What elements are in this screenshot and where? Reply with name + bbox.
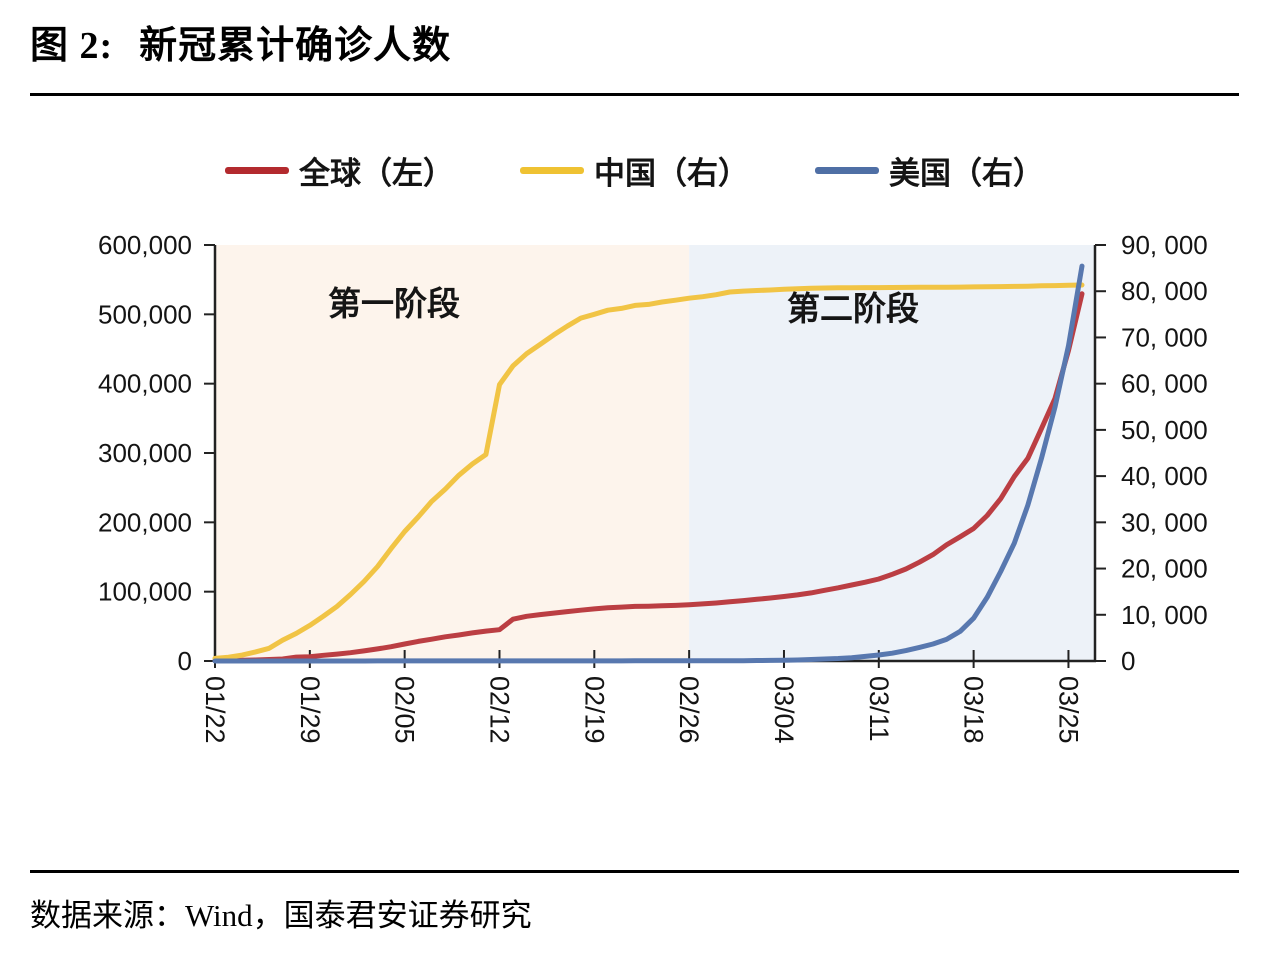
right-axis-tick-label: 30, 000 xyxy=(1121,507,1208,537)
x-axis-tick-label: 02/26 xyxy=(674,676,704,744)
right-axis-tick-label: 60, 000 xyxy=(1121,369,1208,399)
x-axis-tick-label: 02/19 xyxy=(579,676,609,744)
left-axis-tick-label: 100,000 xyxy=(98,577,192,607)
legend-item-us: 美国（右） xyxy=(815,148,1044,193)
x-axis-tick-label: 02/05 xyxy=(390,676,420,744)
us-line-swatch xyxy=(815,167,879,174)
legend-label-us: 美国（右） xyxy=(889,156,1044,191)
legend-item-global: 全球（左） xyxy=(225,148,454,193)
right-axis-tick-label: 0 xyxy=(1121,646,1135,676)
x-axis-tick-label: 01/29 xyxy=(295,676,325,744)
figure-number: 图 2: xyxy=(30,25,114,67)
right-axis-tick-label: 50, 000 xyxy=(1121,415,1208,445)
x-axis-tick-label: 03/11 xyxy=(864,676,894,742)
x-axis-tick-label: 03/25 xyxy=(1053,676,1083,744)
stage-region-2 xyxy=(689,245,1095,661)
left-axis-tick-label: 300,000 xyxy=(98,438,192,468)
left-axis-tick-label: 0 xyxy=(178,646,192,676)
left-axis-tick-label: 500,000 xyxy=(98,299,192,329)
left-axis-tick-label: 600,000 xyxy=(98,230,192,260)
stage2-annotation: 第二阶段 xyxy=(787,290,919,327)
global-line-swatch xyxy=(225,167,289,174)
right-axis-tick-label: 10, 000 xyxy=(1121,600,1208,630)
figure-title-text: 新冠累计确诊人数 xyxy=(139,25,452,67)
china-series-line xyxy=(212,282,1085,661)
right-axis-tick-label: 20, 000 xyxy=(1121,554,1208,584)
x-axis-tick-label: 03/18 xyxy=(959,676,989,744)
china-line-swatch xyxy=(520,167,584,174)
legend-label-global: 全球（左） xyxy=(299,156,454,191)
left-axis-tick-label: 400,000 xyxy=(98,369,192,399)
figure-title: 图 2: 新冠累计确诊人数 xyxy=(30,14,1240,69)
right-axis-tick-label: 40, 000 xyxy=(1121,461,1208,491)
global-series-line xyxy=(212,291,1085,664)
stage-region-1 xyxy=(215,245,690,661)
stage1-annotation: 第一阶段 xyxy=(328,285,460,322)
chart-legend: 全球（左） 中国（右） 美国（右） xyxy=(0,148,1269,193)
x-axis-tick-label: 01/22 xyxy=(200,676,230,744)
x-axis-tick-label: 03/04 xyxy=(769,676,799,744)
legend-label-china: 中国（右） xyxy=(594,156,749,191)
title-divider xyxy=(30,93,1239,96)
left-axis-tick-label: 200,000 xyxy=(98,507,192,537)
legend-item-china: 中国（右） xyxy=(520,148,749,193)
data-source-note: 数据来源：Wind，国泰君安证券研究 xyxy=(30,898,532,933)
right-axis-tick-label: 80, 000 xyxy=(1121,276,1208,306)
x-axis-tick-label: 02/12 xyxy=(484,676,514,744)
us-series-line xyxy=(212,263,1085,664)
right-axis-tick-label: 90, 000 xyxy=(1121,230,1208,260)
source-divider xyxy=(30,870,1239,873)
right-axis-tick-label: 70, 000 xyxy=(1121,322,1208,352)
